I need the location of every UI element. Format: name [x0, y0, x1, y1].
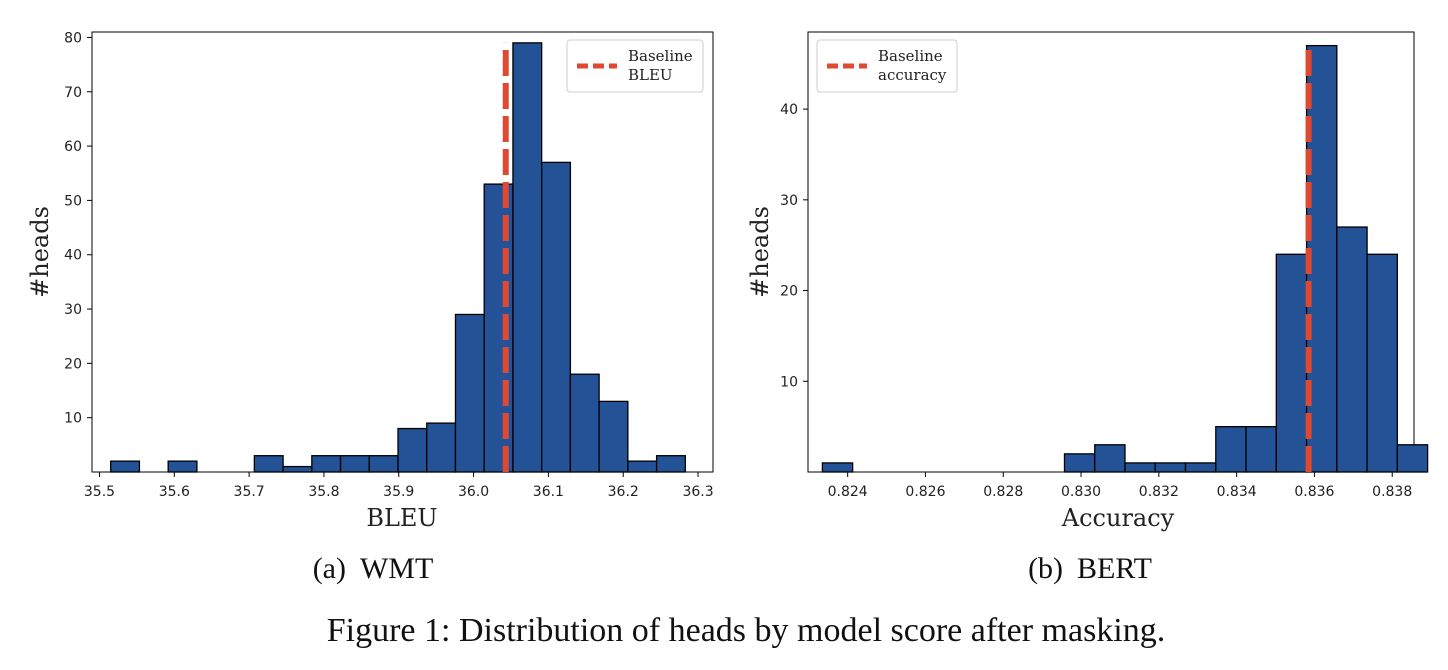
figure-caption: Figure 1: Distribution of heads by model… [327, 612, 1166, 649]
x-axis-label: Accuracy [1061, 504, 1175, 532]
x-tick-label: 0.836 [1294, 484, 1334, 500]
x-tick-label: 0.834 [1217, 484, 1257, 500]
y-tick-label: 30 [64, 302, 82, 318]
histogram-bar [1124, 462, 1156, 473]
histogram-bar [454, 313, 485, 473]
subcaption-label: (b) [1028, 552, 1063, 585]
y-tick-label: 50 [64, 193, 82, 209]
y-tick-label: 10 [64, 411, 82, 427]
y-tick-label: 60 [64, 139, 82, 155]
subcaption-name: WMT [360, 552, 433, 585]
legend-box [816, 39, 958, 93]
plot-frame [91, 31, 714, 473]
histogram-bar [569, 373, 600, 473]
histogram-bar [1154, 462, 1187, 473]
x-tick-label: 35.5 [84, 484, 115, 500]
x-tick-label: 0.838 [1372, 484, 1412, 500]
x-tick-label: 36.3 [682, 484, 713, 500]
histogram-bar [426, 422, 457, 473]
x-tick-label: 0.826 [905, 484, 945, 500]
legend-box [566, 39, 704, 93]
histogram-bar [253, 455, 284, 473]
histogram-bar [1366, 253, 1398, 473]
y-axis-label: #heads [26, 206, 54, 298]
legend-label-line1: Baseline [878, 47, 943, 65]
x-tick-label: 35.8 [308, 484, 339, 500]
histogram-bar [1184, 462, 1217, 473]
legend-label-line1: Baseline [628, 47, 693, 65]
histogram-bar [1063, 453, 1096, 473]
bars [821, 44, 1429, 473]
y-tick-label: 10 [780, 374, 798, 390]
legend-label-line2: BLEU [628, 66, 673, 84]
histogram-bar [1215, 425, 1247, 473]
y-ticks: 10 20 30 40 [780, 102, 808, 390]
x-tick-label: 0.832 [1139, 484, 1179, 500]
histogram-bar [655, 455, 686, 473]
chart-wmt: 35.5 35.6 35.7 35.8 35.9 36.0 36.1 36.2 36.3 10 2… [26, 30, 714, 585]
x-axis-label: BLEU [366, 504, 437, 532]
histogram-bar [512, 42, 543, 473]
x-tick-label: 36.1 [533, 484, 564, 500]
histogram-bar [1336, 226, 1368, 473]
histogram-bar [1245, 425, 1277, 473]
subcaption-b: (b) BERT [1028, 552, 1152, 585]
y-tick-label: 40 [64, 248, 82, 264]
histogram-bar [821, 462, 854, 473]
x-tick-label: 0.824 [828, 484, 868, 500]
y-tick-label: 20 [780, 284, 798, 300]
histogram-bar [282, 465, 313, 473]
y-ticks: 10 20 30 40 50 60 70 80 [64, 30, 92, 427]
y-tick-label: 40 [780, 102, 798, 118]
histogram-bar [311, 455, 342, 473]
x-ticks: 35.5 35.6 35.7 35.8 35.9 36.0 36.1 36.2 36.3 [84, 472, 714, 500]
bars [110, 42, 686, 473]
histogram-bar [397, 427, 428, 473]
subcaption-label: (a) [313, 552, 346, 585]
histogram-bar [541, 161, 572, 473]
legend-label-line2: accuracy [878, 66, 947, 84]
y-tick-label: 30 [780, 193, 798, 209]
histogram-bar [1275, 253, 1308, 473]
x-tick-label: 35.9 [383, 484, 414, 500]
histogram-bar [627, 460, 658, 473]
x-tick-label: 36.2 [608, 484, 639, 500]
x-ticks: 0.824 0.826 0.828 0.830 0.832 0.834 0.836 0.838 [828, 472, 1412, 500]
x-tick-label: 0.828 [983, 484, 1023, 500]
histogram-bar [1094, 444, 1126, 473]
chart-bert: 0.824 0.826 0.828 0.830 0.832 0.834 0.836 0.838… [746, 31, 1429, 585]
x-tick-label: 36.0 [458, 484, 489, 500]
x-tick-label: 35.6 [159, 484, 190, 500]
y-tick-label: 80 [64, 30, 82, 46]
x-tick-label: 0.830 [1061, 484, 1101, 500]
legend: Baseline accuracy [816, 39, 958, 93]
subcaption-name: BERT [1077, 552, 1152, 585]
histogram-bar [339, 455, 370, 473]
histogram-bar [368, 455, 399, 473]
histogram-bar [167, 460, 198, 473]
y-tick-label: 70 [64, 85, 82, 101]
subcaption-a: (a) WMT [313, 552, 434, 585]
y-axis-label: #heads [746, 206, 774, 298]
histogram-bar [110, 460, 141, 473]
histogram-bar [598, 400, 629, 473]
histogram-bar [1396, 444, 1429, 473]
histogram-bar [1305, 44, 1338, 473]
x-tick-label: 35.7 [234, 484, 265, 500]
legend: Baseline BLEU [566, 39, 704, 93]
y-tick-label: 20 [64, 356, 82, 372]
